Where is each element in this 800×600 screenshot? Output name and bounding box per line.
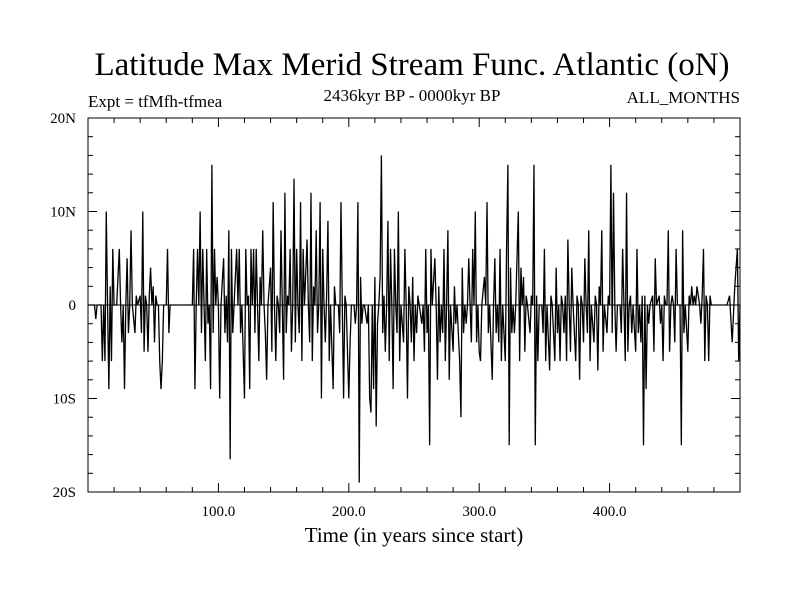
series-group [88,155,741,483]
x-tick-label-0: 100.0 [202,504,236,520]
x-axis-label: Time (in years since start) [305,523,524,547]
series-line-0 [88,155,741,483]
y-tick-label-2: 0 [69,298,77,314]
chart-subtitle-center: 2436kyr BP - 0000kyr BP [324,86,501,105]
x-tick-label-1: 200.0 [332,504,366,520]
x-tick-label-3: 400.0 [593,504,627,520]
y-tick-label-3: 10S [53,392,76,408]
y-tick-label-1: 10N [50,205,76,221]
tick-group: 100.0 200.0 300.0 400.0 20N 10N 0 10S 20S [50,111,740,520]
y-tick-label-4: 20S [53,485,76,501]
chart-subtitle-left: Expt = tfMfh-tfmea [88,92,223,111]
x-tick-label-2: 300.0 [462,504,496,520]
y-tick-label-0: 20N [50,111,76,127]
chart-subtitle-right: ALL_MONTHS [627,88,740,107]
chart-title: Latitude Max Merid Stream Func. Atlantic… [94,47,729,83]
